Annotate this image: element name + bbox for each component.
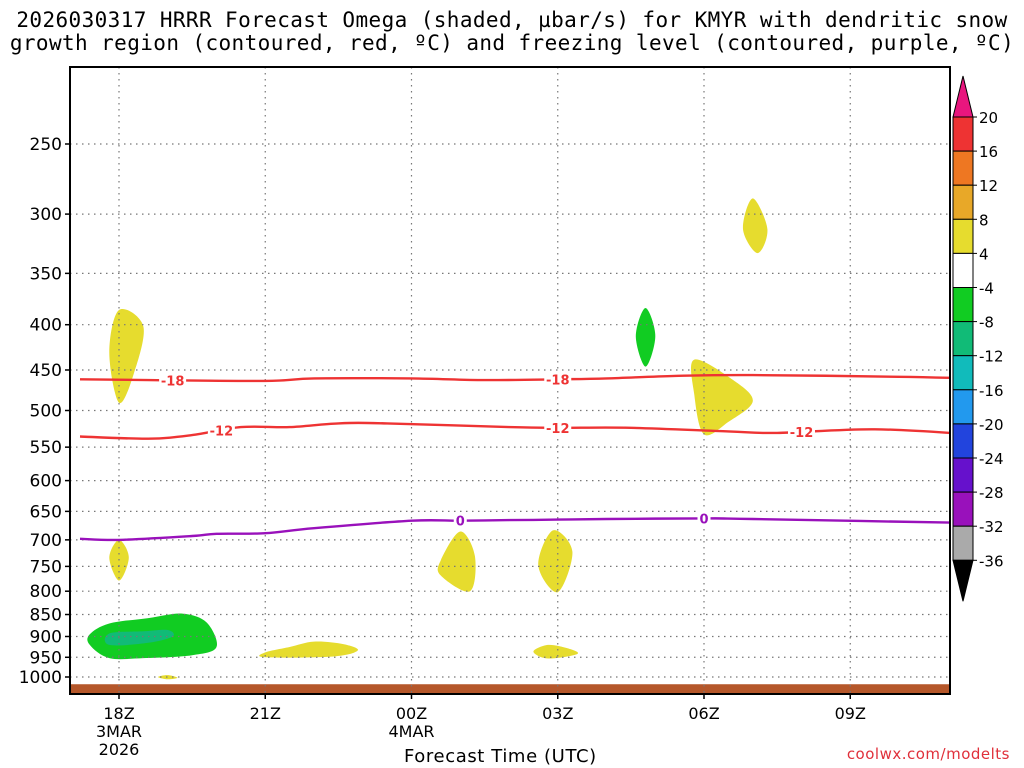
- contour--12: [79, 421, 950, 440]
- y-tick-label-250: 250: [30, 135, 62, 155]
- colorbar-label-0: 20: [979, 109, 998, 127]
- x-tick-sublabel-18Z: 3MAR: [96, 722, 142, 741]
- y-tick-label-800: 800: [30, 582, 62, 602]
- contour-label-bg-0-1: [697, 510, 711, 527]
- contour-label-0-0: 0: [456, 515, 465, 530]
- colorbar-label-2: 12: [979, 177, 998, 195]
- ground-surface: [70, 684, 950, 694]
- contours: -18 -18 -12 -12 -12 0 0: [79, 371, 950, 542]
- contour-0: [79, 517, 950, 542]
- omega-region-6: [538, 530, 573, 593]
- omega-region-10: [533, 644, 579, 659]
- grid: [70, 67, 950, 694]
- omega-region-11: [158, 675, 178, 680]
- contour-label-bg--12-1: [544, 419, 572, 436]
- omega-region-7: [690, 359, 753, 436]
- colorbar-label-7: -12: [979, 348, 1004, 366]
- contour-label-bg--18-1: [544, 371, 572, 388]
- y-tick-label-650: 650: [30, 502, 62, 522]
- y-tick-label-1000: 1000: [19, 668, 62, 688]
- colorbar-box-9: [952, 423, 974, 459]
- contour-label-bg--18-0: [159, 372, 187, 389]
- colorbar-box-7: [952, 355, 974, 391]
- y-tick-label-350: 350: [30, 264, 62, 284]
- x-tick-label-21Z: 21Z: [250, 704, 281, 723]
- omega-region-3: [109, 308, 144, 404]
- colorbar-label-5: -4: [979, 280, 994, 298]
- omega-region-1: [104, 629, 174, 646]
- y-tick-label-450: 450: [30, 361, 62, 381]
- colorbar-box-11: [952, 491, 974, 527]
- y-tick-label-400: 400: [30, 316, 62, 336]
- contour-label--12-2: -12: [790, 426, 814, 441]
- omega-region-8: [742, 198, 768, 254]
- ground-layer: [70, 684, 950, 694]
- colorbar-box-0: [952, 116, 974, 152]
- chart-title-line-1: 2026030317 HRRR Forecast Omega (shaded, …: [16, 8, 1008, 32]
- colorbar-label-9: -20: [979, 416, 1004, 434]
- y-tick-label-900: 900: [30, 627, 62, 647]
- colorbar-label-10: -24: [979, 450, 1004, 468]
- colorbar-arrow-top: [952, 75, 974, 118]
- colorbar: 20 16 12 8 4 -4 -8 -12 -16 -20 -24 -28 -32 -36: [952, 75, 1004, 602]
- colorbar-label-6: -8: [979, 314, 994, 332]
- contour-label--18-1: -18: [546, 373, 570, 388]
- x-tick-label-03Z: 03Z: [542, 704, 573, 723]
- colorbar-box-10: [952, 457, 974, 493]
- colorbar-label-12: -32: [979, 518, 1004, 536]
- colorbar-box-8: [952, 389, 974, 425]
- y-tick-label-950: 950: [30, 648, 62, 668]
- plot-frame: [69, 66, 951, 695]
- contour-label--12-0: -12: [210, 424, 234, 439]
- x-axis-title: Forecast Time (UTC): [404, 746, 597, 767]
- colorbar-box-12: [952, 525, 974, 561]
- x-tick-label-18Z: 18Z: [103, 704, 134, 723]
- colorbar-box-5: [952, 287, 974, 323]
- y-tick-label-300: 300: [30, 205, 62, 225]
- y-tick-label-750: 750: [30, 557, 62, 577]
- colorbar-arrow-bottom: [952, 559, 974, 602]
- x-tick-label-09Z: 09Z: [835, 704, 866, 723]
- contour--18: [79, 373, 950, 383]
- y-tick-label-550: 550: [30, 438, 62, 458]
- contour-label--18-0: -18: [161, 374, 185, 389]
- omega-region-2: [635, 308, 656, 367]
- y-tick-label-600: 600: [30, 472, 62, 492]
- colorbar-box-2: [952, 184, 974, 220]
- y-tick-label-700: 700: [30, 531, 62, 551]
- colorbar-label-13: -36: [979, 552, 1004, 570]
- y-axis: 2503003504004505005506006507007508008509…: [19, 135, 70, 688]
- contour-label-bg--12-0: [207, 422, 235, 439]
- contour-label--12-1: -12: [546, 422, 570, 437]
- colorbar-box-6: [952, 321, 974, 357]
- shaded-regions: [87, 198, 768, 680]
- chart-title-line-2: growth region (contoured, red, ºC) and f…: [9, 31, 1015, 55]
- omega-region-5: [437, 531, 476, 592]
- y-tick-label-850: 850: [30, 606, 62, 626]
- colorbar-box-4: [952, 252, 974, 288]
- y-tick-label-500: 500: [30, 402, 62, 422]
- contour-label-bg-0-0: [453, 512, 467, 529]
- colorbar-box-3: [952, 218, 974, 254]
- colorbar-label-8: -16: [979, 382, 1004, 400]
- colorbar-label-1: 16: [979, 143, 998, 161]
- x-tick-sublabel-00Z: 4MAR: [388, 722, 434, 741]
- colorbar-label-3: 8: [979, 211, 989, 229]
- contour-label-0-1: 0: [699, 512, 708, 527]
- colorbar-label-11: -28: [979, 484, 1004, 502]
- x-tick-year-18Z: 2026: [99, 740, 140, 759]
- x-tick-label-06Z: 06Z: [688, 704, 719, 723]
- colorbar-box-1: [952, 150, 974, 186]
- source-credit: coolwx.com/modelts: [846, 745, 1010, 763]
- x-tick-label-00Z: 00Z: [396, 704, 427, 723]
- contour-label-bg--12-2: [788, 423, 815, 440]
- omega-region-9: [259, 641, 359, 658]
- colorbar-label-4: 4: [979, 245, 989, 263]
